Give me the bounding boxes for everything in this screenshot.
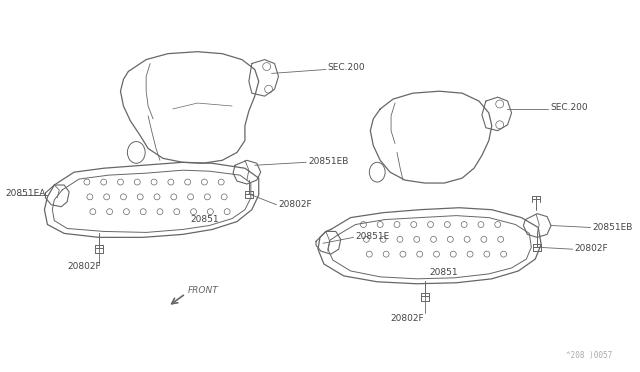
Text: 20802F: 20802F [67, 263, 100, 272]
Text: ^208 )0057: ^208 )0057 [566, 351, 612, 360]
Text: 20851: 20851 [429, 269, 458, 278]
Text: 20802F: 20802F [575, 244, 609, 253]
Text: 20851EA: 20851EA [5, 189, 45, 198]
Text: SEC.200: SEC.200 [328, 63, 365, 72]
Text: 20851EB: 20851EB [308, 157, 349, 166]
Text: 20851: 20851 [191, 215, 220, 224]
Text: 20851EB: 20851EB [593, 223, 633, 232]
Text: FRONT: FRONT [188, 286, 218, 295]
Text: SEC.200: SEC.200 [550, 103, 588, 112]
Text: 20802F: 20802F [278, 200, 312, 209]
Text: 20851E: 20851E [355, 232, 390, 241]
Text: 20802F: 20802F [390, 314, 424, 323]
